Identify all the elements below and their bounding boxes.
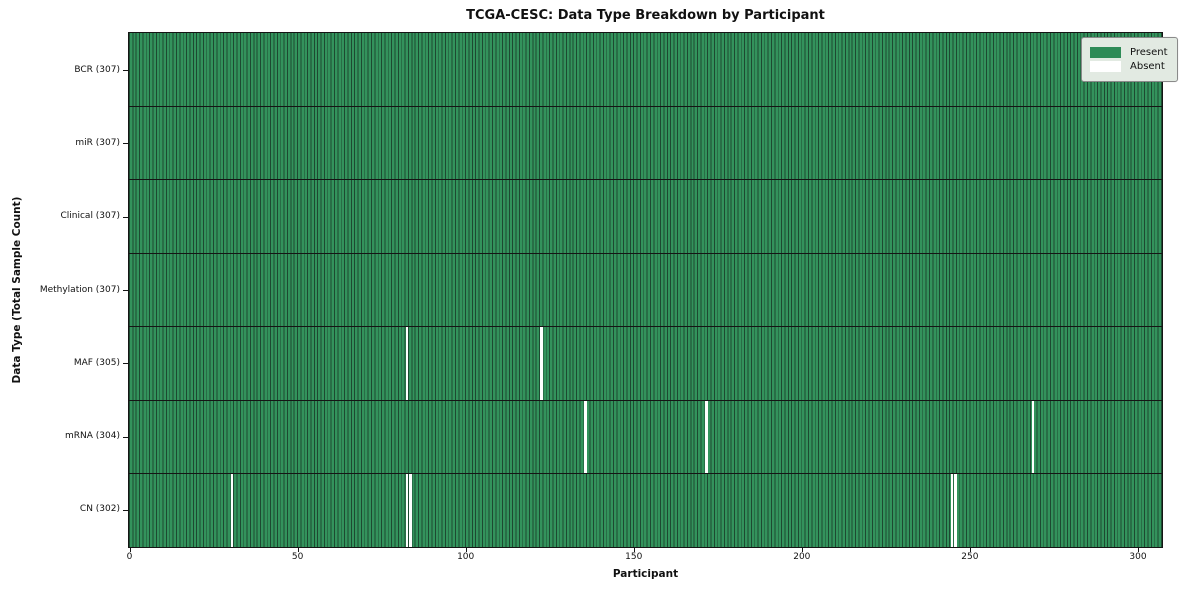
legend-entry-absent: Absent <box>1090 61 1168 72</box>
row-mir <box>129 106 1162 181</box>
y-tick-label-clinical: Clinical (307) <box>60 211 120 222</box>
absent-cell <box>405 474 409 548</box>
absent-cell <box>1031 400 1035 474</box>
absent-cell <box>405 327 409 400</box>
row-mrna <box>129 400 1162 475</box>
x-tick-mark <box>297 547 299 552</box>
x-tick-label: 150 <box>625 552 643 562</box>
absent-cell <box>584 400 587 474</box>
x-tick-mark <box>633 547 635 552</box>
absent-cell <box>950 474 954 548</box>
x-axis-title: Participant <box>612 568 679 580</box>
y-tick-mark <box>123 509 128 511</box>
x-tick-label: 0 <box>126 552 133 562</box>
y-tick-label-mrna: mRNA (304) <box>65 431 120 442</box>
x-tick-mark <box>1137 547 1139 552</box>
y-tick-mark <box>123 290 128 291</box>
row-clinical <box>129 180 1162 254</box>
plot-area <box>128 32 1163 548</box>
x-tick-mark <box>969 547 971 552</box>
y-tick-mark <box>123 363 128 365</box>
legend-swatch-absent <box>1090 61 1121 72</box>
absent-cell <box>540 327 543 400</box>
y-tick-label-methylation: Methylation (307) <box>39 284 120 295</box>
x-tick-label: 100 <box>457 552 475 562</box>
absent-cell <box>705 400 708 474</box>
absent-cell <box>409 474 412 548</box>
absent-cell <box>230 474 234 548</box>
chart-title: TCGA-CESC: Data Type Breakdown by Partic… <box>466 8 825 23</box>
row-maf <box>129 327 1162 401</box>
y-tick-mark <box>123 216 128 218</box>
y-tick-mark <box>123 143 128 145</box>
x-tick-mark <box>465 547 467 552</box>
legend-label: Present <box>1130 47 1168 58</box>
legend-label: Absent <box>1130 61 1165 72</box>
row-methylation <box>129 253 1162 328</box>
x-tick-label: 200 <box>793 552 811 562</box>
y-tick-label-maf: MAF (305) <box>73 357 120 368</box>
y-tick-mark <box>123 70 128 72</box>
x-tick-label: 300 <box>1129 552 1147 562</box>
row-bcr <box>129 33 1162 107</box>
y-tick-label-cn: CN (302) <box>79 504 120 515</box>
y-tick-mark <box>123 436 128 438</box>
legend: Present Absent <box>1081 37 1178 82</box>
y-tick-label-mir: miR (307) <box>75 137 120 148</box>
y-tick-label-bcr: BCR (307) <box>74 64 120 75</box>
x-tick-label: 250 <box>961 552 979 562</box>
row-cn <box>129 474 1162 548</box>
x-tick-mark <box>129 547 131 552</box>
absent-cell <box>954 474 957 548</box>
x-tick-mark <box>801 547 803 552</box>
x-tick-label: 50 <box>291 552 304 562</box>
legend-entry-present: Present <box>1090 47 1168 58</box>
legend-swatch-present <box>1090 47 1121 58</box>
